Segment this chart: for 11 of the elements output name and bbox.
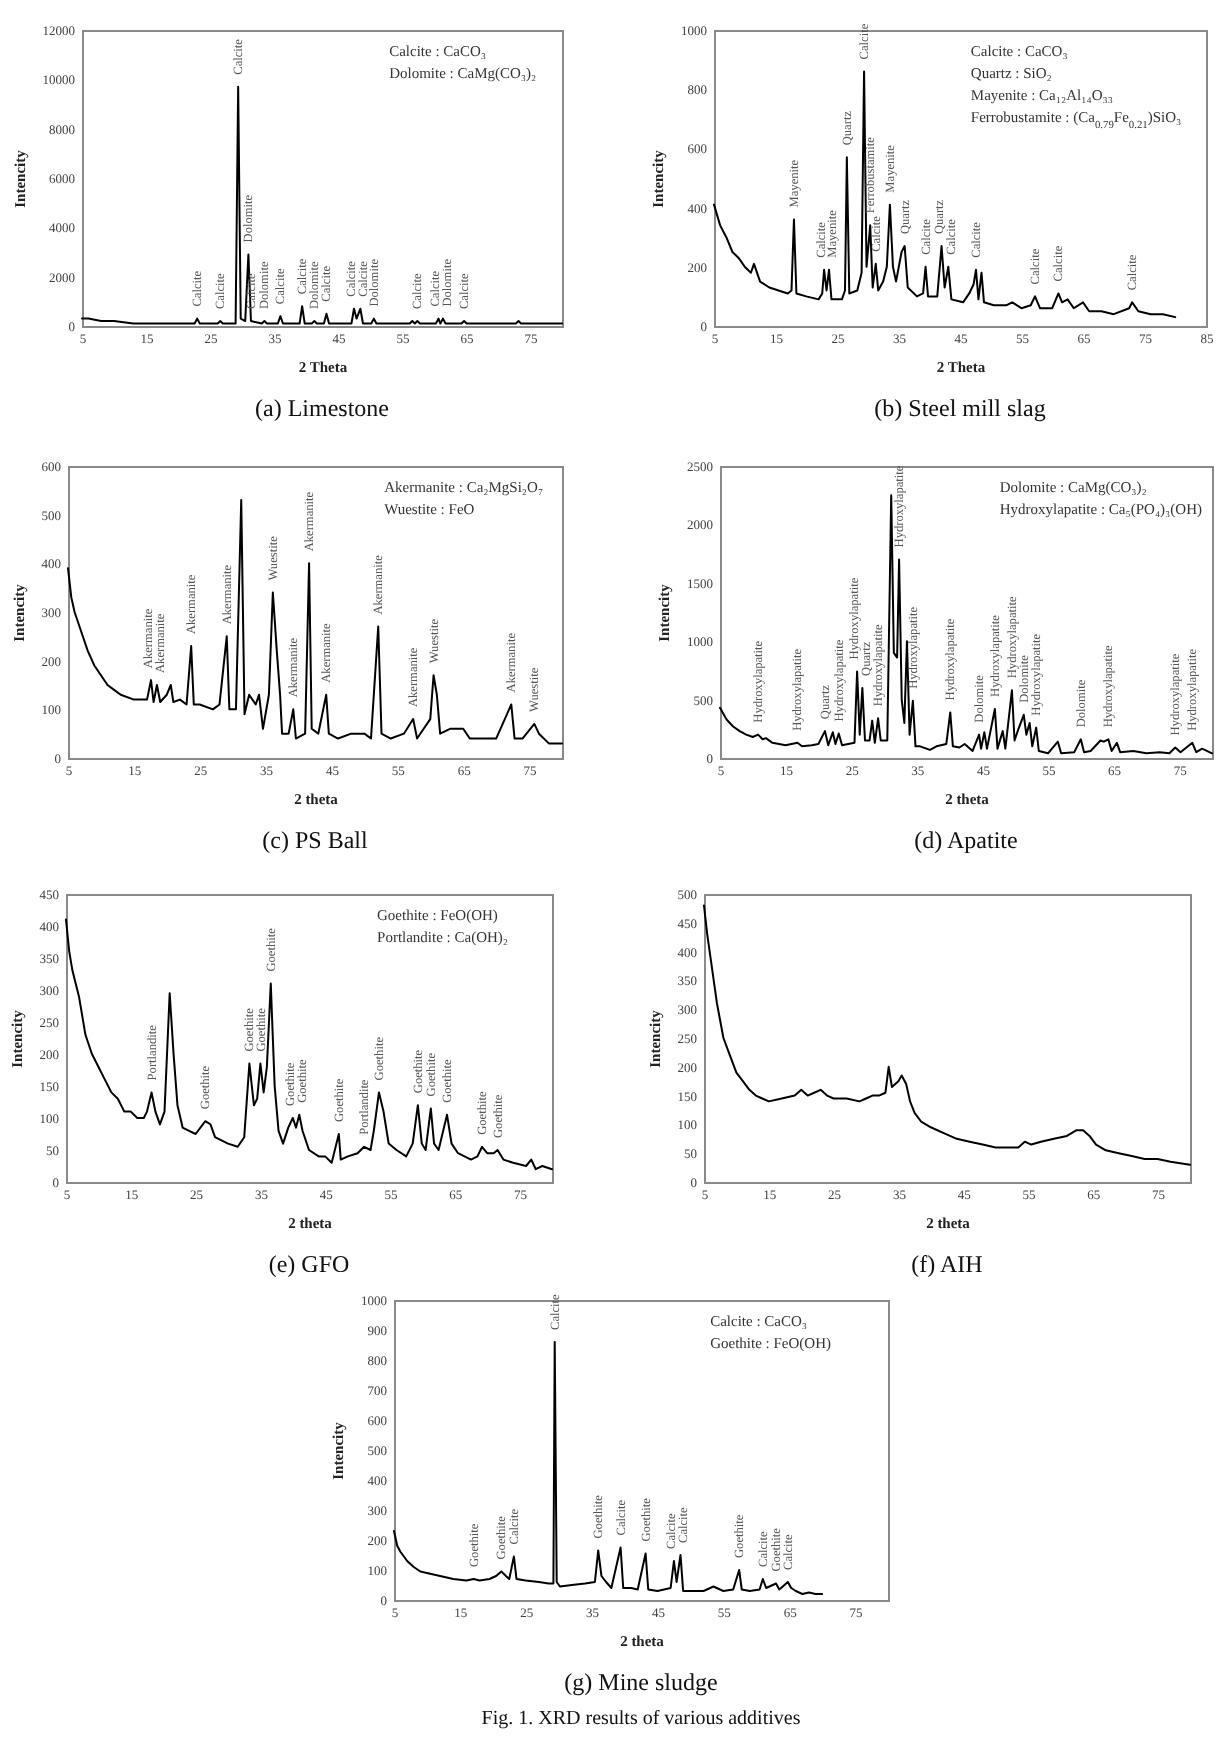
text: (c) PS Ball: [262, 826, 369, 854]
line-series: [703, 904, 1191, 1166]
line-series: [713, 70, 1177, 319]
text: (a) Limestone: [255, 394, 389, 422]
text: (f) AIH: [911, 1250, 984, 1278]
text: (b) Steel mill slag: [874, 394, 1046, 422]
text: (d) Apatite: [914, 826, 1018, 854]
text: (e) GFO: [268, 1250, 350, 1278]
text: Fig. 1. XRD results of various additives: [481, 1708, 801, 1730]
text: (g) Mine sludge: [564, 1668, 718, 1696]
line-series: [81, 85, 563, 325]
